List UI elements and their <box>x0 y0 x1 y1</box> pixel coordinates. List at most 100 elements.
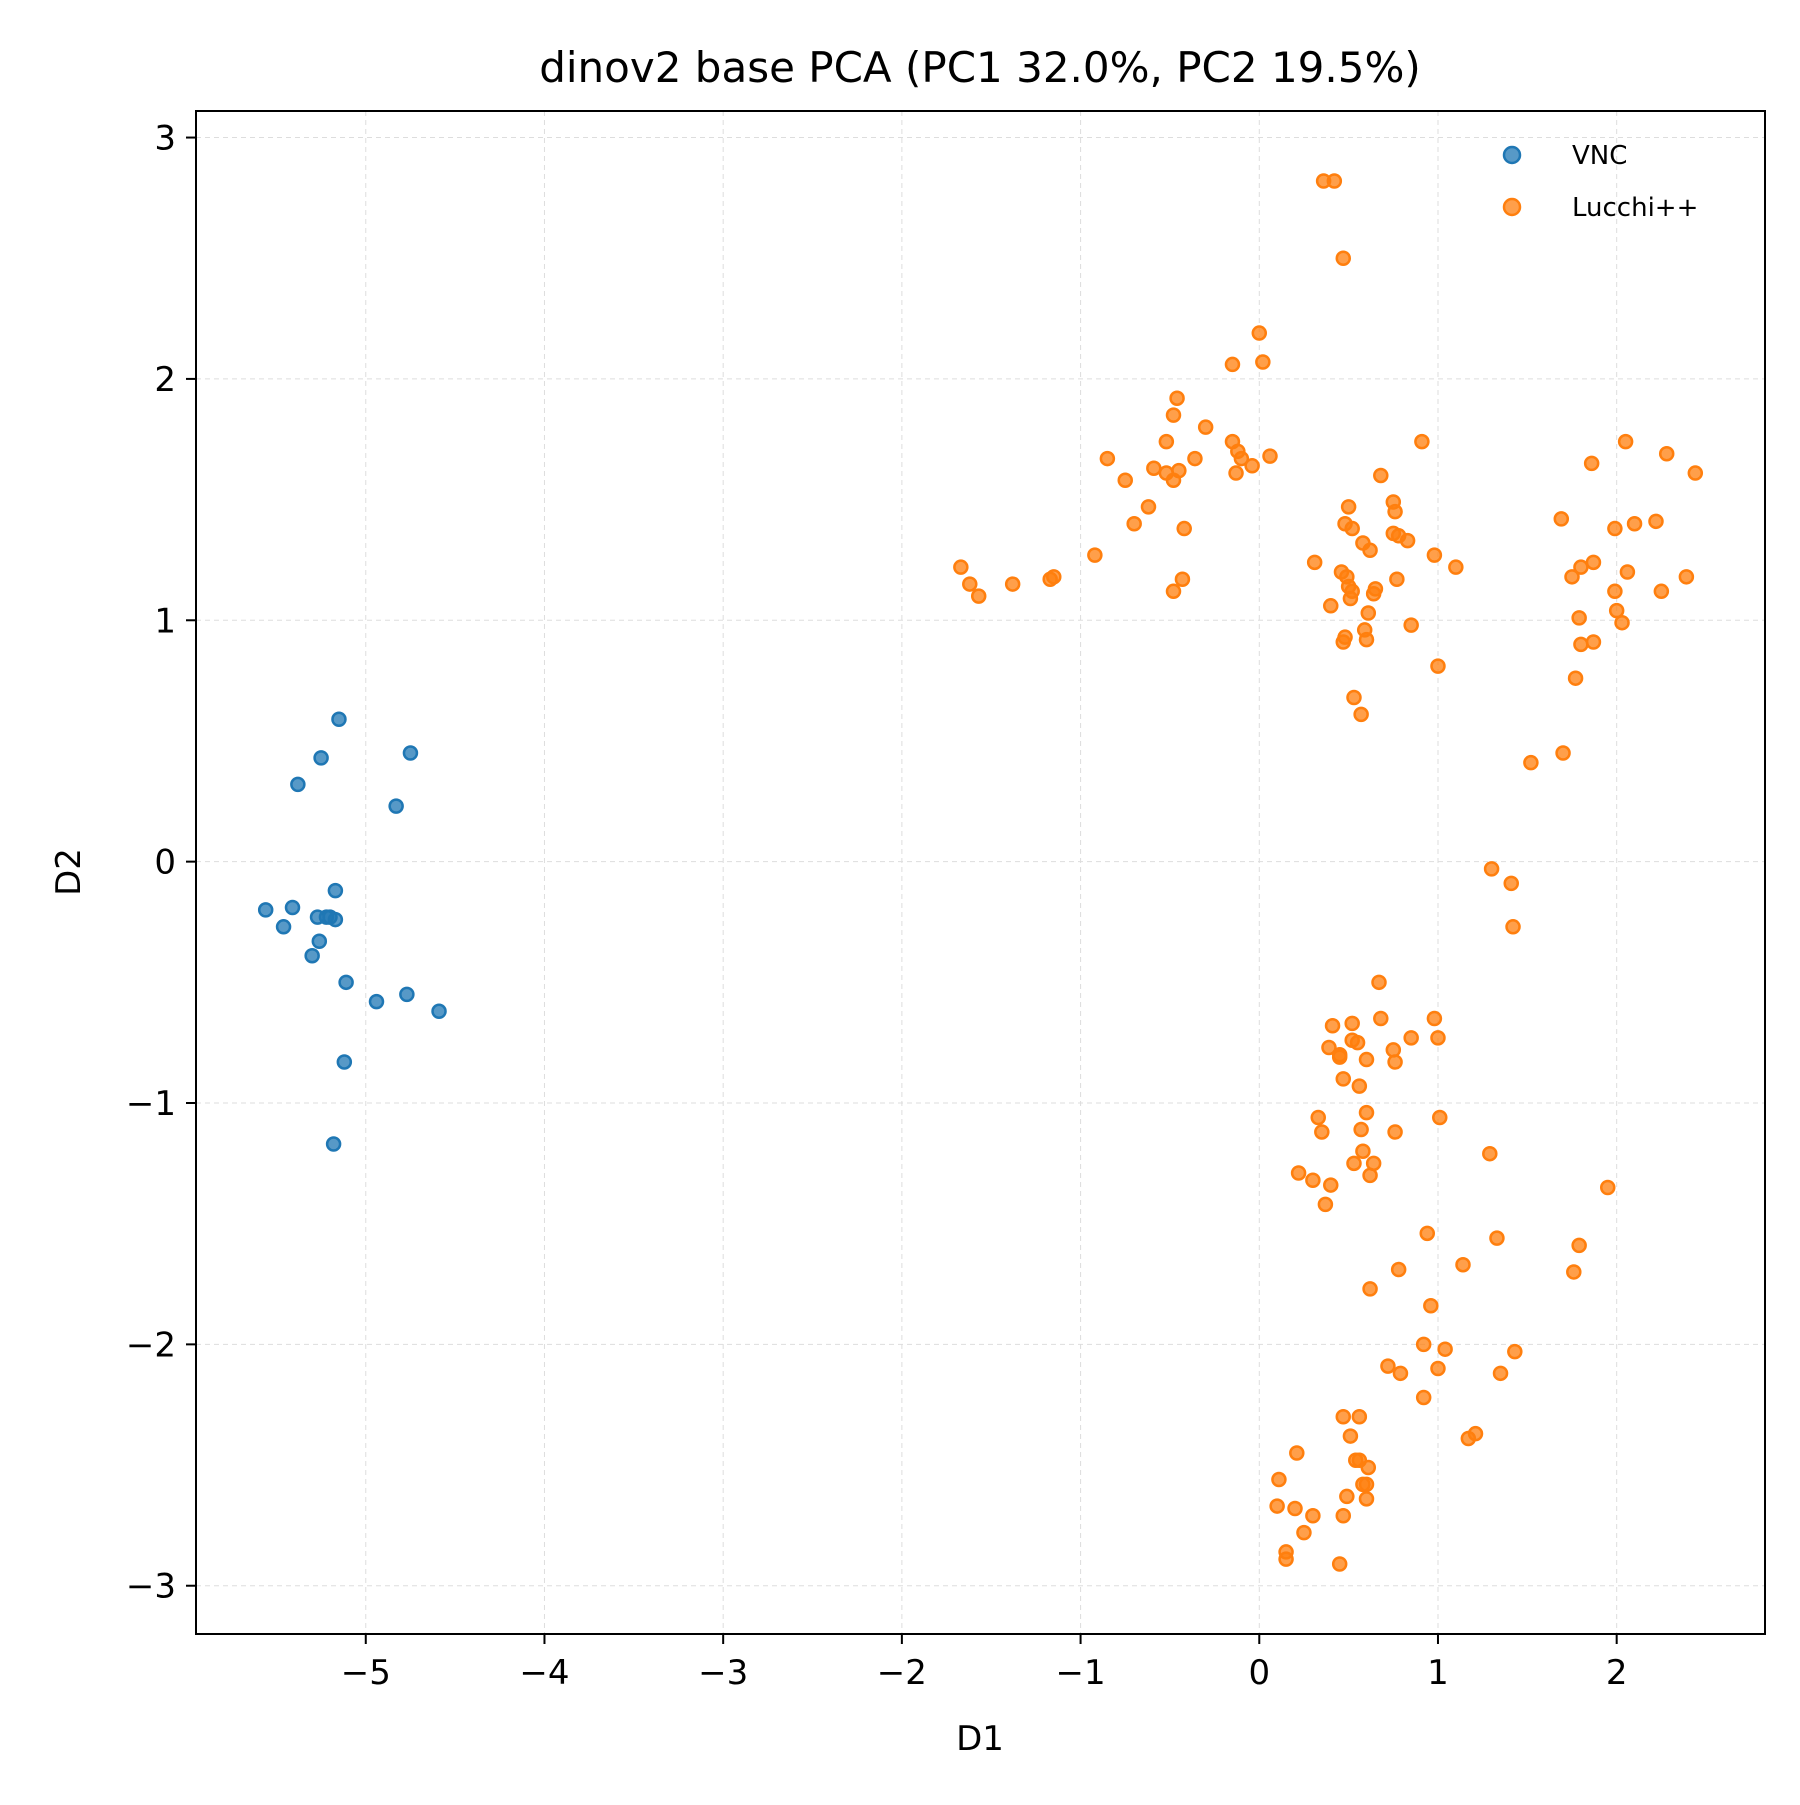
y-tick-label: −3 <box>126 1567 176 1607</box>
data-point <box>1342 1428 1359 1444</box>
data-point <box>1287 1500 1303 1517</box>
data-point <box>1380 1358 1396 1374</box>
data-point <box>1165 583 1182 600</box>
plot-frame <box>195 110 1766 1635</box>
data-point <box>290 776 306 793</box>
data-point <box>1342 590 1359 607</box>
data-point <box>1335 250 1352 266</box>
data-point <box>1306 554 1323 571</box>
data-point <box>1371 974 1387 991</box>
data-point <box>1482 1145 1498 1162</box>
data-point <box>1358 1104 1375 1121</box>
data-point <box>1269 1498 1285 1514</box>
data-point <box>1426 1010 1443 1027</box>
data-point <box>1314 1124 1330 1140</box>
data-point <box>1566 1264 1582 1280</box>
data-point <box>1126 515 1142 532</box>
data-point <box>1346 1155 1362 1172</box>
data-point <box>1335 1409 1352 1425</box>
data-point <box>1290 1165 1307 1181</box>
data-point <box>1099 450 1116 467</box>
data-point <box>1360 1459 1377 1476</box>
data-point <box>1626 515 1643 532</box>
data-point <box>1362 542 1378 559</box>
series-vnc <box>257 711 447 1152</box>
data-point <box>1358 1051 1375 1068</box>
data-point <box>1507 1343 1523 1360</box>
data-point <box>1339 1488 1355 1505</box>
data-point <box>1648 513 1664 530</box>
data-point <box>1335 1507 1352 1524</box>
data-point <box>388 798 404 814</box>
data-point <box>1505 919 1521 935</box>
data-point <box>1321 1039 1337 1056</box>
data-point <box>1423 1297 1439 1314</box>
data-point <box>1373 1010 1389 1027</box>
data-point <box>1323 1177 1339 1193</box>
data-point <box>1358 1491 1375 1507</box>
data-point <box>1233 450 1250 467</box>
data-point <box>1358 631 1375 648</box>
data-point <box>1492 1365 1509 1382</box>
data-point <box>313 750 329 766</box>
data-point <box>1653 583 1670 600</box>
data-point <box>1349 1034 1366 1051</box>
data-point <box>1353 706 1369 723</box>
data-point <box>327 882 344 899</box>
data-point <box>1392 1365 1409 1382</box>
data-point <box>1278 1551 1294 1567</box>
chart-title: dinov2 base PCA (PC1 32.0%, PC2 19.5%) <box>539 43 1421 92</box>
data-point <box>1583 455 1600 472</box>
data-point <box>1042 571 1058 587</box>
data-point <box>1483 861 1500 877</box>
data-point <box>1187 450 1203 467</box>
data-point <box>962 576 978 592</box>
gridlines <box>196 111 1765 1634</box>
data-point <box>1389 571 1405 587</box>
data-point <box>1599 1179 1616 1196</box>
data-point <box>1403 1030 1419 1046</box>
data-point <box>1165 407 1182 423</box>
data-point <box>1174 571 1191 587</box>
data-point <box>1323 598 1339 614</box>
data-point <box>1658 445 1675 462</box>
data-point <box>1344 520 1360 537</box>
data-point <box>1351 1078 1368 1094</box>
data-point <box>1251 325 1268 341</box>
data-point <box>1004 576 1021 592</box>
data-point <box>1403 617 1419 633</box>
data-point <box>431 1003 447 1020</box>
data-point <box>1523 754 1539 771</box>
data-point <box>1387 1124 1403 1140</box>
data-point <box>1335 1071 1352 1087</box>
data-point <box>1255 354 1271 370</box>
data-point <box>1335 634 1352 650</box>
y-tick-label: −1 <box>126 1084 176 1124</box>
data-point <box>1426 547 1443 563</box>
y-axis-label: D2 <box>49 848 89 896</box>
data-point <box>1262 448 1278 464</box>
data-point <box>275 919 292 935</box>
data-point <box>1317 1196 1334 1213</box>
data-point <box>1387 503 1403 520</box>
data-point <box>1607 583 1623 600</box>
data-point <box>1087 547 1103 563</box>
data-point <box>1448 559 1464 575</box>
legend-marker-lucchi <box>1502 197 1522 217</box>
data-point <box>336 1054 353 1070</box>
data-point <box>1362 1167 1378 1184</box>
data-points <box>257 173 1704 1572</box>
data-point <box>1503 875 1519 892</box>
data-point <box>970 588 987 604</box>
x-tick-label: 0 <box>1248 1653 1270 1693</box>
data-point <box>1415 1336 1432 1353</box>
data-point <box>1585 554 1602 571</box>
data-point <box>1305 1507 1321 1524</box>
data-point <box>1340 499 1357 515</box>
y-tick-label: 2 <box>154 360 176 400</box>
data-point <box>284 899 301 916</box>
data-point <box>368 993 385 1010</box>
data-point <box>1346 689 1362 706</box>
data-point <box>1165 472 1182 489</box>
